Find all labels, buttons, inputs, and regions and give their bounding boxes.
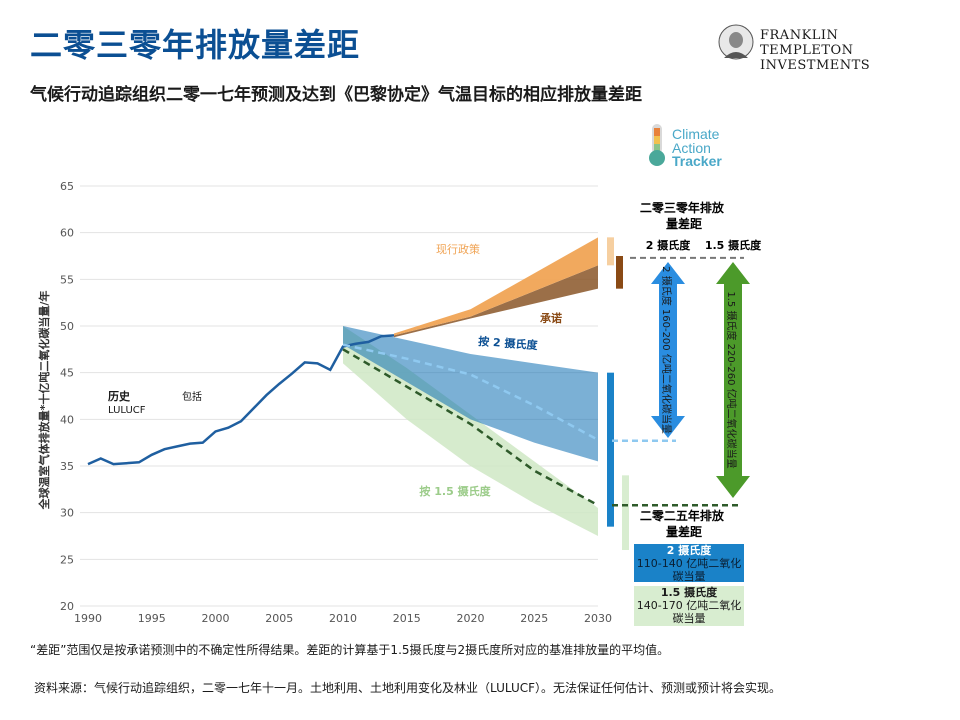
box-2deg-text: 110-140 亿吨二氧化碳当量 <box>636 557 742 583</box>
bar-current-policy-2030 <box>607 237 614 266</box>
y-tick-label: 35 <box>60 460 74 473</box>
label-history-sub: LULUCF <box>108 405 146 416</box>
climate-action-tracker-logo: Climate Action Tracker <box>649 124 722 169</box>
y-tick-label: 50 <box>60 320 74 333</box>
arrow-1-5-deg <box>716 262 750 498</box>
x-tick-label: 2025 <box>520 612 548 625</box>
gap-col-2: 2 摄氏度 <box>646 238 691 252</box>
bar-1-5-deg-2030 <box>622 475 629 550</box>
gap-2030-title: 二零三零年排放 量差距 <box>640 200 728 231</box>
x-tick-label: 2020 <box>457 612 485 625</box>
gap-2025-title: 二零二五年排放 量差距 <box>640 508 728 539</box>
box-15deg-title: 1.5 摄氏度 <box>660 586 718 599</box>
bar-pledges-2030 <box>616 256 623 289</box>
x-tick-label: 2030 <box>584 612 612 625</box>
y-tick-label: 45 <box>60 367 74 380</box>
y-axis-label: 全球温室气体排放量*十亿吨二氧化碳当量/年 <box>37 291 51 511</box>
y-tick-label: 20 <box>60 600 74 613</box>
x-tick-label: 1995 <box>138 612 166 625</box>
arrow-1-5-deg-label: 1.5 摄氏度 220-260 亿吨二氧化碳当量 <box>725 291 738 468</box>
series-lines <box>87 334 599 507</box>
page-subtitle: 气候行动追踪组织二零一七年预测及达到《巴黎协定》气温目标的相应排放量差距 <box>30 85 642 105</box>
y-tick-label: 30 <box>60 507 74 520</box>
gap-col-15: 1.5 摄氏度 <box>705 238 762 252</box>
cat-logo-2: Action <box>672 140 711 156</box>
logo-line2: INVESTMENTS <box>760 58 871 73</box>
x-tick-label: 2015 <box>393 612 421 625</box>
arrow-2-deg-label: 2 摄氏度 160-200 亿吨二氧化碳当量 <box>660 266 673 434</box>
label-pledges: 承诺 <box>540 311 562 325</box>
label-current-policy: 现行政策 <box>436 242 480 256</box>
gap-2025-box-2deg: 2 摄氏度 110-140 亿吨二氧化碳当量 <box>634 544 744 583</box>
gap-2025-box-15deg: 1.5 摄氏度 140-170 亿吨二氧化碳当量 <box>634 586 744 626</box>
median-1-5-deg-line <box>342 348 599 507</box>
page-title: 二零三零年排放量差距 <box>30 26 361 64</box>
box-15deg-text: 140-170 亿吨二氧化碳当量 <box>636 599 742 625</box>
y-tick-label: 40 <box>60 413 74 426</box>
box-2deg-title: 2 摄氏度 <box>666 544 712 557</box>
franklin-templeton-logo: FRANKLIN TEMPLETON INVESTMENTS <box>716 24 936 73</box>
y-tick-label: 65 <box>60 180 74 193</box>
bar-2-deg-2030 <box>607 372 614 527</box>
cat-logo-3: Tracker <box>672 153 722 169</box>
arrow-2-deg <box>651 262 685 438</box>
label-history: 历史 <box>108 389 131 403</box>
x-tick-label: 2005 <box>265 612 293 625</box>
y-tick-label: 25 <box>60 553 74 566</box>
x-tick-label: 1990 <box>74 612 102 625</box>
gap-markers: 2 摄氏度 160-200 亿吨二氧化碳当量 1.5 摄氏度 220-260 亿吨… <box>607 237 750 550</box>
x-tick-label: 2010 <box>329 612 357 625</box>
cat-logo-1: Climate <box>672 126 720 142</box>
portrait-icon <box>718 24 754 60</box>
logo-line1: FRANKLIN TEMPLETON <box>760 28 854 58</box>
x-tick-label: 2000 <box>202 612 230 625</box>
y-tick-label: 55 <box>60 273 74 286</box>
label-2-deg: 按 2 摄氏度 <box>478 334 539 352</box>
y-tick-label: 60 <box>60 227 74 240</box>
label-history-incl: 包括 <box>182 390 202 403</box>
history-line <box>87 334 395 466</box>
footnote: “差距”范围仅是按承诺预测中的不确定性所得结果。差距的计算基于1.5摄氏度与2摄… <box>30 643 670 657</box>
label-1-5-deg: 按 1.5 摄氏度 <box>419 484 491 498</box>
source-note: 资料来源：气候行动追踪组织，二零一七年十一月。土地利用、土地利用变化及林业（LU… <box>34 681 782 695</box>
